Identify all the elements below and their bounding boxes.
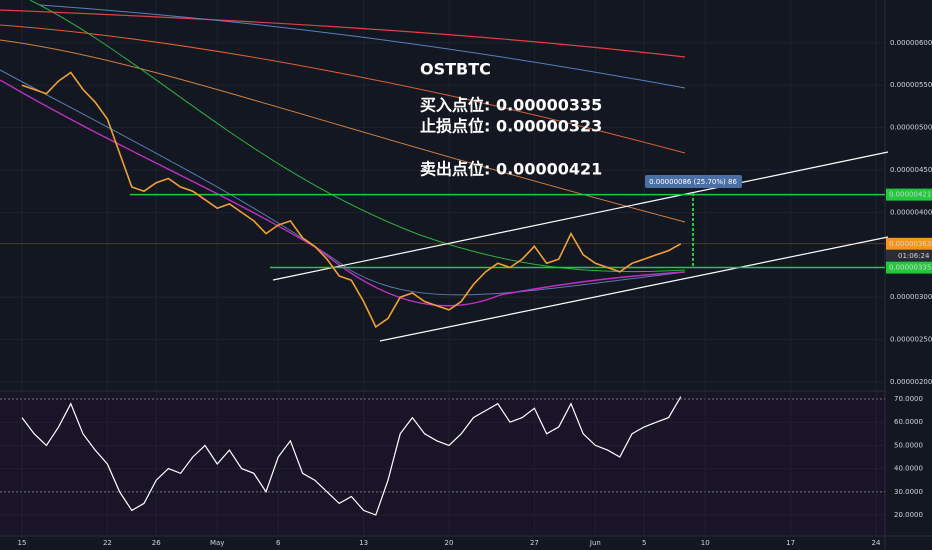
ma-red — [0, 9, 686, 58]
x-tick-label: 6 — [276, 539, 281, 547]
annotation: 买入点位: 0.00000335 — [420, 96, 602, 115]
x-tick-label: 10 — [701, 539, 710, 547]
x-tick-label: 20 — [445, 539, 454, 547]
x-tick-label: 26 — [152, 539, 161, 547]
price-line — [21, 71, 682, 329]
measure-box — [645, 175, 742, 188]
x-tick-label: 22 — [103, 539, 112, 547]
y-tick-label: 0.00000400 — [890, 208, 932, 216]
x-tick-label: 24 — [872, 539, 881, 547]
price-tag — [886, 261, 932, 274]
y-tick-label: 0.00000300 — [890, 293, 932, 301]
y-tick-label: 0.00000500 — [890, 124, 932, 132]
x-tick-label: May — [210, 539, 224, 547]
annotation: 卖出点位: 0.00000421 — [420, 160, 602, 179]
countdown: 01:06:24 — [898, 252, 930, 260]
y-tick-label: 0.00000250 — [890, 336, 932, 344]
ma-blue2 — [0, 69, 686, 296]
price-tag-label: 0.00000335 — [889, 264, 931, 272]
ma-magenta — [0, 79, 686, 307]
x-tick-label: 15 — [18, 539, 27, 547]
ma-blue — [39, 4, 686, 89]
rsi-tick-label: 40.0000 — [894, 465, 923, 473]
ma-orange — [0, 39, 686, 223]
x-tick-label: 5 — [642, 539, 646, 547]
x-tick-label: 13 — [359, 539, 368, 547]
rsi-panel — [0, 393, 885, 535]
price-tag — [886, 188, 932, 201]
y-tick-label: 0.00000600 — [890, 39, 932, 47]
countdown-tag — [886, 249, 932, 261]
rsi-line — [21, 396, 682, 516]
channel-upper — [272, 151, 889, 281]
rsi-tick-label: 20.0000 — [894, 511, 923, 519]
price-tag-label: 0.00000363 — [889, 240, 931, 248]
measure-label: 0.00000086 (25.70%) 86 — [649, 178, 737, 186]
annotation: 止损点位: 0.00000323 — [420, 117, 602, 136]
rsi-tick-label: 70.0000 — [894, 395, 923, 403]
channel-lower — [379, 236, 889, 342]
rsi-tick-label: 60.0000 — [894, 418, 923, 426]
price-tag-label: 0.00000421 — [889, 191, 931, 199]
x-tick-label: Jun — [589, 539, 601, 547]
ma-green — [29, 0, 686, 273]
y-tick-label: 0.00000550 — [890, 81, 932, 89]
y-tick-label: 0.00000450 — [890, 166, 932, 174]
title: OSTBTC — [420, 60, 491, 79]
x-tick-label: 17 — [786, 539, 795, 547]
x-tick-label: 27 — [530, 539, 539, 547]
y-tick-label: 0.00000200 — [890, 378, 932, 386]
rsi-tick-label: 50.0000 — [894, 441, 923, 449]
price-tag — [886, 237, 932, 250]
rsi-tick-label: 30.0000 — [894, 488, 923, 496]
